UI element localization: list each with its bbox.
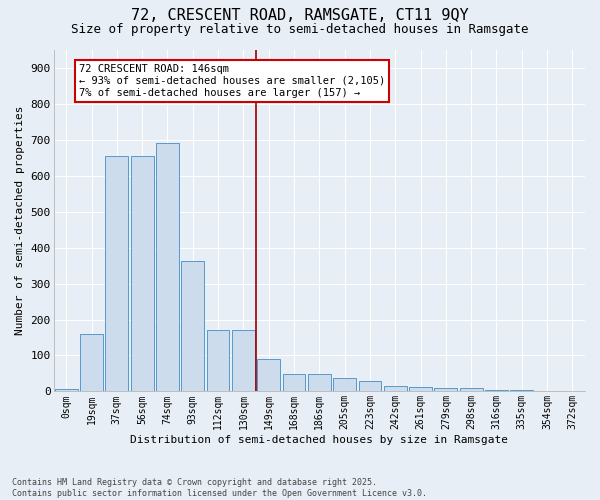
Bar: [232, 330, 255, 392]
Text: Contains HM Land Registry data © Crown copyright and database right 2025.
Contai: Contains HM Land Registry data © Crown c…: [12, 478, 427, 498]
Bar: [106, 156, 128, 392]
Bar: [384, 386, 407, 392]
Bar: [55, 388, 77, 392]
Bar: [131, 156, 154, 392]
Bar: [80, 334, 103, 392]
Bar: [333, 378, 356, 392]
Y-axis label: Number of semi-detached properties: Number of semi-detached properties: [15, 106, 25, 336]
Bar: [460, 388, 482, 392]
Bar: [206, 330, 229, 392]
Bar: [156, 144, 179, 392]
Bar: [511, 390, 533, 392]
Text: Size of property relative to semi-detached houses in Ramsgate: Size of property relative to semi-detach…: [71, 22, 529, 36]
Bar: [409, 386, 432, 392]
Bar: [359, 380, 381, 392]
Bar: [485, 390, 508, 392]
Bar: [308, 374, 331, 392]
Text: 72 CRESCENT ROAD: 146sqm
← 93% of semi-detached houses are smaller (2,105)
7% of: 72 CRESCENT ROAD: 146sqm ← 93% of semi-d…: [79, 64, 385, 98]
Bar: [283, 374, 305, 392]
X-axis label: Distribution of semi-detached houses by size in Ramsgate: Distribution of semi-detached houses by …: [130, 435, 508, 445]
Bar: [257, 359, 280, 392]
Bar: [434, 388, 457, 392]
Bar: [181, 261, 204, 392]
Text: 72, CRESCENT ROAD, RAMSGATE, CT11 9QY: 72, CRESCENT ROAD, RAMSGATE, CT11 9QY: [131, 8, 469, 22]
